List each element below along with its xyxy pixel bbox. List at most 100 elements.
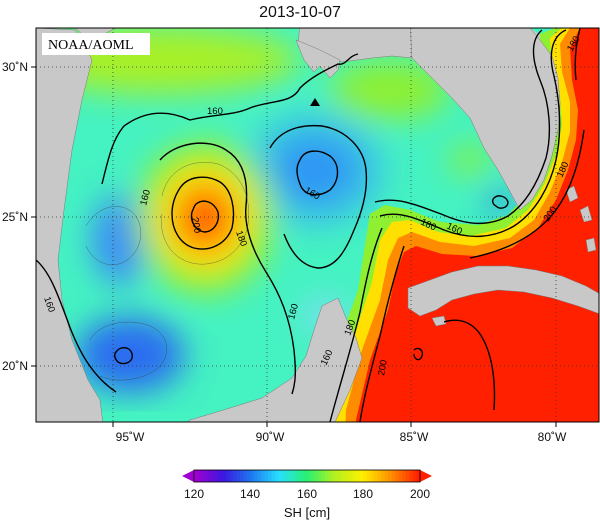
colorbar-cell [218, 470, 223, 482]
colorbar-cell [367, 470, 372, 482]
colorbar-cell [285, 470, 290, 482]
colorbar-cell [328, 470, 333, 482]
contour-label: 160 [41, 295, 57, 314]
mid-west-low [92, 195, 148, 285]
contour-label: 160 [138, 189, 153, 207]
colorbar-cell [324, 470, 329, 482]
plot-area: 160 160 160 160 160 180 180 200 160 180 … [36, 28, 599, 422]
colorbar-cell [381, 470, 386, 482]
colorbar-cell [208, 470, 213, 482]
colorbar-cell [271, 470, 276, 482]
contour-180-loop-south [329, 227, 383, 422]
colorbar-cells [194, 470, 421, 482]
colorbar-cell [225, 470, 230, 482]
colorbar-tick-label: 160 [297, 487, 317, 501]
colorbar-cell [194, 470, 199, 482]
colorbar-cell [395, 470, 400, 482]
yucatan-peninsula [186, 297, 363, 422]
western-low [75, 317, 185, 393]
contour-small-loop [413, 347, 424, 361]
colorbar-tick-label: 200 [410, 487, 430, 501]
colorbar-cell [264, 470, 269, 482]
bahamas-3 [585, 237, 597, 253]
colorbar-cell [342, 470, 347, 482]
colorbar-cell [261, 470, 266, 482]
bahamas-1 [565, 185, 579, 203]
colorbar-tick-label: 120 [184, 487, 204, 501]
colorbar-cell [335, 470, 340, 482]
contour-200-eddy [190, 200, 220, 233]
contour-keys [491, 195, 509, 209]
contour-180-florida-east [574, 28, 581, 81]
colorbar-cell [314, 470, 319, 482]
colorbar-extend-max [420, 470, 432, 482]
colorbar-cell [317, 470, 322, 482]
cyclonic-eddy-halo [245, 112, 385, 228]
colorbar-cell [310, 470, 315, 482]
lat-lon-grid [36, 28, 599, 422]
contour-label: 160 [286, 303, 301, 321]
colorbar-cell [232, 470, 237, 482]
plot-frame [35, 27, 600, 423]
map-title: 2013-10-07 [259, 4, 341, 21]
colorbar: 120 140 160 180 200 SH [cm] [182, 469, 432, 520]
colorbar-cell [363, 470, 368, 482]
y-tick-label: 25˚N [2, 210, 28, 224]
colorbar-title: SH [cm] [284, 505, 330, 520]
colorbar-cell [250, 470, 255, 482]
colorbar-cell [299, 470, 305, 482]
colorbar-cell [211, 470, 216, 482]
colorbar-cell [222, 470, 227, 482]
north-green-east [330, 60, 450, 120]
colorbar-cell [409, 470, 414, 482]
contour-label: 180 [342, 318, 358, 337]
y-tick-label: 20˚N [2, 359, 28, 373]
loop-current-red [355, 28, 599, 422]
contour-160-central [159, 142, 297, 395]
contour-160-cyclonic [296, 150, 339, 196]
contour-160-north [101, 53, 359, 185]
florida-peninsula [410, 28, 561, 211]
colorbar-cell [268, 470, 273, 482]
colorbar-cell [374, 470, 379, 482]
colorbar-cell [229, 470, 234, 482]
colorbar-cell [282, 470, 287, 482]
colorbar-cell [243, 470, 248, 482]
contour-160-loop [374, 29, 551, 225]
colorbar-cell [352, 470, 358, 482]
x-tick-label: 80˚W [538, 430, 567, 444]
y-tick-label: 30˚N [2, 60, 28, 74]
contour-200-east [469, 129, 585, 259]
colorbar-cell [289, 470, 294, 482]
contour-west-low [113, 347, 133, 365]
contour-label: 200 [376, 359, 390, 377]
land-masses [36, 28, 599, 422]
colorbar-frame [193, 469, 421, 483]
colorbar-cell [416, 470, 421, 482]
credit-box [42, 33, 150, 55]
bahamas-2 [579, 205, 593, 223]
colorbar-extend-min [182, 470, 194, 482]
colorbar-cell [345, 470, 350, 482]
colorbar-cell [377, 470, 382, 482]
colorbar-cell [296, 470, 301, 482]
keys-low [486, 192, 514, 212]
colorbar-cell [391, 470, 396, 482]
shelf-green [450, 145, 490, 175]
isle-of-youth [431, 315, 447, 327]
y-axis-labels: 30˚N 25˚N 20˚N [2, 60, 28, 373]
contour-160-west [36, 259, 117, 393]
cuba [407, 265, 599, 317]
colorbar-cell [338, 470, 343, 482]
colorbar-cell [236, 470, 241, 482]
contour-200-loop [359, 245, 405, 422]
contour-180-loop [379, 29, 567, 238]
colorbar-cell [331, 470, 336, 482]
colorbar-cell [275, 470, 280, 482]
colorbar-cell [254, 470, 259, 482]
colorbar-tick-label: 140 [240, 487, 260, 501]
colorbar-cell [257, 470, 262, 482]
colorbar-cell [398, 470, 403, 482]
colorbar-cell [356, 470, 361, 482]
